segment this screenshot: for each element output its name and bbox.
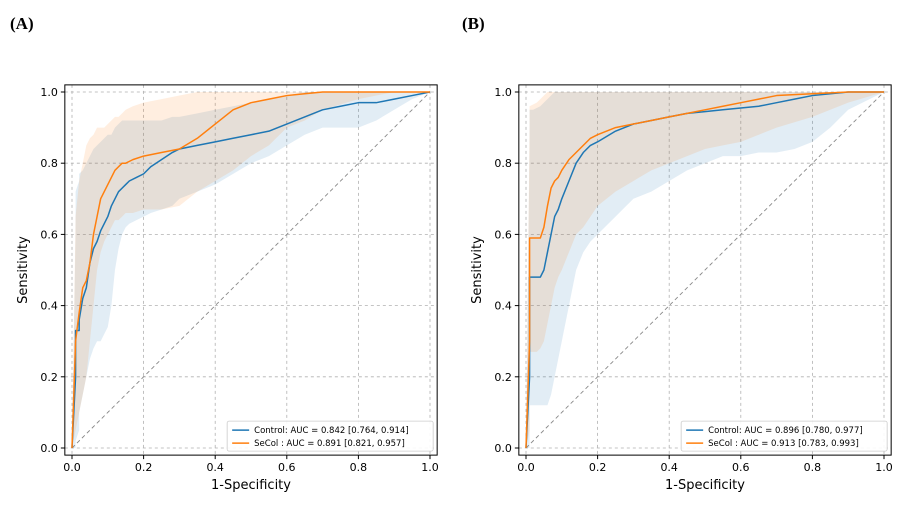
y-axis-title: Sensitivity	[470, 236, 485, 304]
legend-label-secol: SeCol : AUC = 0.913 [0.783, 0.993]	[708, 439, 859, 449]
y-tick-label: 0.4	[40, 300, 58, 313]
x-tick-label: 0.2	[135, 461, 153, 474]
legend: Control: AUC = 0.896 [0.780, 0.977] SeCol…	[680, 420, 888, 452]
legend-box	[226, 420, 434, 452]
ci-band-secol	[526, 92, 884, 448]
y-tick-label: 0.4	[494, 300, 512, 313]
y-tick-label: 0.0	[40, 442, 58, 455]
y-tick-label: 0.8	[494, 157, 512, 170]
x-tick-label: 0.4	[206, 461, 224, 474]
x-tick-label: 0.4	[660, 461, 678, 474]
chart-panel-a: 0.0 0.2 0.4 0.6 0.8 1.0 0.0 0.2 0.4 0.6 0.8 1.0 1-Sp…	[16, 84, 439, 493]
ci-band-secol	[72, 92, 430, 448]
y-tick-label: 1.0	[40, 86, 58, 99]
x-tick-label: 0.6	[732, 461, 750, 474]
panel-label-b: (B)	[462, 14, 485, 33]
x-tick-label: 0.2	[589, 461, 607, 474]
legend-label-secol: SeCol : AUC = 0.891 [0.821, 0.957]	[254, 439, 405, 449]
ci-band-control	[72, 92, 430, 448]
y-tick-label: 0.2	[494, 371, 512, 384]
legend-label-control: Control: AUC = 0.842 [0.764, 0.914]	[254, 426, 409, 436]
y-axis-title: Sensitivity	[16, 236, 31, 304]
panel-label-a: (A)	[10, 14, 34, 33]
x-tick-label: 0.0	[63, 461, 81, 474]
x-axis-title: 1-Specificity	[665, 478, 745, 493]
x-tick-label: 0.8	[804, 461, 822, 474]
y-tick-label: 0.0	[494, 442, 512, 455]
diagonal-reference-line	[71, 91, 431, 449]
x-axis-title: 1-Specificity	[211, 478, 291, 493]
y-tick-label: 0.8	[40, 157, 58, 170]
legend-box	[680, 420, 888, 452]
y-tick-label: 0.6	[494, 228, 512, 241]
y-tick-label: 0.2	[40, 371, 58, 384]
x-tick-label: 0.0	[517, 461, 535, 474]
roc-curve-secol	[71, 91, 430, 449]
y-tick-label: 1.0	[494, 86, 512, 99]
roc-curve-control	[525, 91, 884, 449]
x-tick-label: 1.0	[875, 461, 893, 474]
legend: Control: AUC = 0.842 [0.764, 0.914] SeCol…	[226, 420, 434, 452]
roc-curve-secol	[525, 91, 884, 449]
diagonal-reference-line	[525, 91, 885, 449]
x-tick-label: 0.6	[278, 461, 296, 474]
x-tick-label: 1.0	[421, 461, 439, 474]
y-tick-label: 0.6	[40, 228, 58, 241]
legend-label-control: Control: AUC = 0.896 [0.780, 0.977]	[708, 426, 863, 436]
plot-frame	[64, 84, 438, 456]
chart-panel-b: 0.0 0.2 0.4 0.6 0.8 1.0 0.0 0.2 0.4 0.6 0.8 1.0 1-Sp…	[470, 84, 893, 493]
roc-curve-control	[71, 91, 431, 449]
plot-frame	[518, 84, 892, 456]
ci-band-control	[526, 92, 884, 448]
x-tick-label: 0.8	[350, 461, 368, 474]
